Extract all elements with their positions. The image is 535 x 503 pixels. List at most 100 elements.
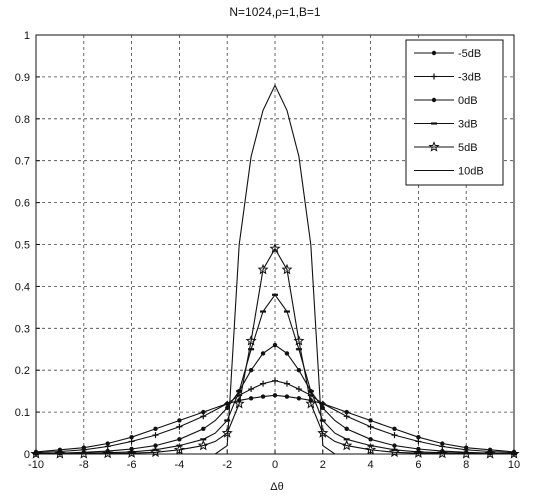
legend-item: 10dB [414, 166, 484, 178]
data-point [201, 409, 206, 415]
data-point [343, 413, 350, 420]
data-point [129, 435, 134, 440]
data-point [260, 351, 266, 356]
x-tick-label: -10 [28, 459, 44, 471]
x-tick-label: -2 [222, 459, 232, 471]
y-tick-label: 0.4 [15, 281, 30, 293]
data-point [272, 393, 278, 398]
data-point [177, 418, 182, 423]
data-point [320, 405, 325, 411]
x-tick-label: 8 [463, 459, 469, 471]
legend-label: -3dB [458, 72, 481, 84]
legend-label: 0dB [458, 95, 478, 107]
data-point [344, 409, 349, 415]
x-tick-label: 2 [320, 459, 326, 471]
legend-label: 5dB [458, 142, 478, 154]
data-point [415, 438, 422, 445]
data-point [177, 437, 182, 442]
legend-label: 10dB [458, 166, 484, 178]
data-point [368, 418, 373, 423]
data-point [128, 438, 135, 445]
legend-label: -5dB [458, 48, 481, 60]
y-tick-label: 0.8 [15, 114, 30, 126]
legend-marker [431, 97, 437, 103]
data-point [221, 427, 233, 438]
data-point [284, 394, 290, 399]
data-point [248, 386, 255, 393]
data-point [200, 413, 207, 420]
data-point [484, 448, 496, 459]
data-point [281, 263, 293, 275]
data-point [248, 368, 254, 373]
data-point [272, 377, 278, 384]
data-point [260, 380, 267, 387]
data-point [269, 242, 281, 254]
data-point [153, 426, 158, 432]
data-point [508, 448, 520, 459]
data-point [416, 435, 421, 440]
y-tick-label: 1 [24, 30, 30, 42]
y-tick-label: 0.5 [15, 240, 30, 252]
x-tick-label: -4 [175, 459, 185, 471]
legend-marker [431, 50, 437, 56]
data-point [176, 423, 183, 430]
legend-box [405, 39, 504, 186]
data-point [283, 380, 290, 387]
y-tick-label: 0.7 [15, 156, 30, 168]
data-point [260, 394, 266, 399]
y-tick-label: 0.1 [15, 407, 30, 419]
x-tick-label: -8 [79, 459, 89, 471]
data-point [305, 397, 317, 409]
x-tick-label: 10 [508, 459, 520, 471]
data-point [341, 439, 353, 451]
data-point [392, 426, 397, 432]
data-point [152, 432, 159, 439]
x-tick-label: 6 [415, 459, 421, 471]
series-line [36, 247, 514, 455]
legend-item: -5dB [414, 48, 481, 60]
data-point [284, 351, 290, 356]
legend-item: -3dB [414, 72, 481, 84]
data-point [102, 447, 114, 459]
data-point [344, 426, 349, 432]
data-point [412, 447, 424, 458]
data-point [78, 448, 90, 459]
data-point [296, 368, 302, 373]
data-point [295, 386, 302, 393]
data-point [392, 443, 397, 448]
data-point [153, 443, 158, 448]
data-point [391, 432, 398, 439]
legend: -5dB -3dB 0dB 3dB 5dB 10dB [405, 39, 504, 186]
data-point [368, 437, 373, 442]
x-tick-label: 0 [272, 459, 278, 471]
legend-marker [431, 73, 437, 80]
data-point [248, 396, 254, 401]
legend-label: 3dB [458, 119, 478, 131]
y-tick-label: 0.6 [15, 198, 30, 210]
data-point [201, 426, 206, 432]
x-tick-label: 4 [368, 459, 374, 471]
data-point [293, 335, 305, 346]
grid [36, 35, 514, 454]
x-axis-label: Δθ [270, 481, 283, 493]
data-point [317, 427, 329, 438]
x-tick-label: -6 [127, 459, 137, 471]
axis-ticks: -10 -8 -6 -4 -2 0 2 4 6 8 10 0 0.1 0.2 0.3 0.4 0.5 0.6 0.7… [15, 30, 520, 471]
data-point [245, 335, 257, 346]
data-point [367, 423, 374, 430]
y-tick-label: 0 [24, 449, 30, 461]
data-point [233, 397, 245, 409]
data-point [436, 447, 448, 459]
data-point [460, 448, 472, 459]
data-point [126, 447, 138, 458]
data-point [296, 396, 302, 401]
legend-item: 0dB [414, 95, 478, 107]
chart-title: N=1024,ρ=1,B=1 [229, 5, 321, 19]
y-tick-label: 0.3 [15, 323, 30, 335]
data-point [197, 439, 209, 451]
data-point [272, 342, 278, 348]
data-point [225, 405, 230, 411]
data-point [54, 448, 66, 459]
data-point [30, 448, 42, 459]
